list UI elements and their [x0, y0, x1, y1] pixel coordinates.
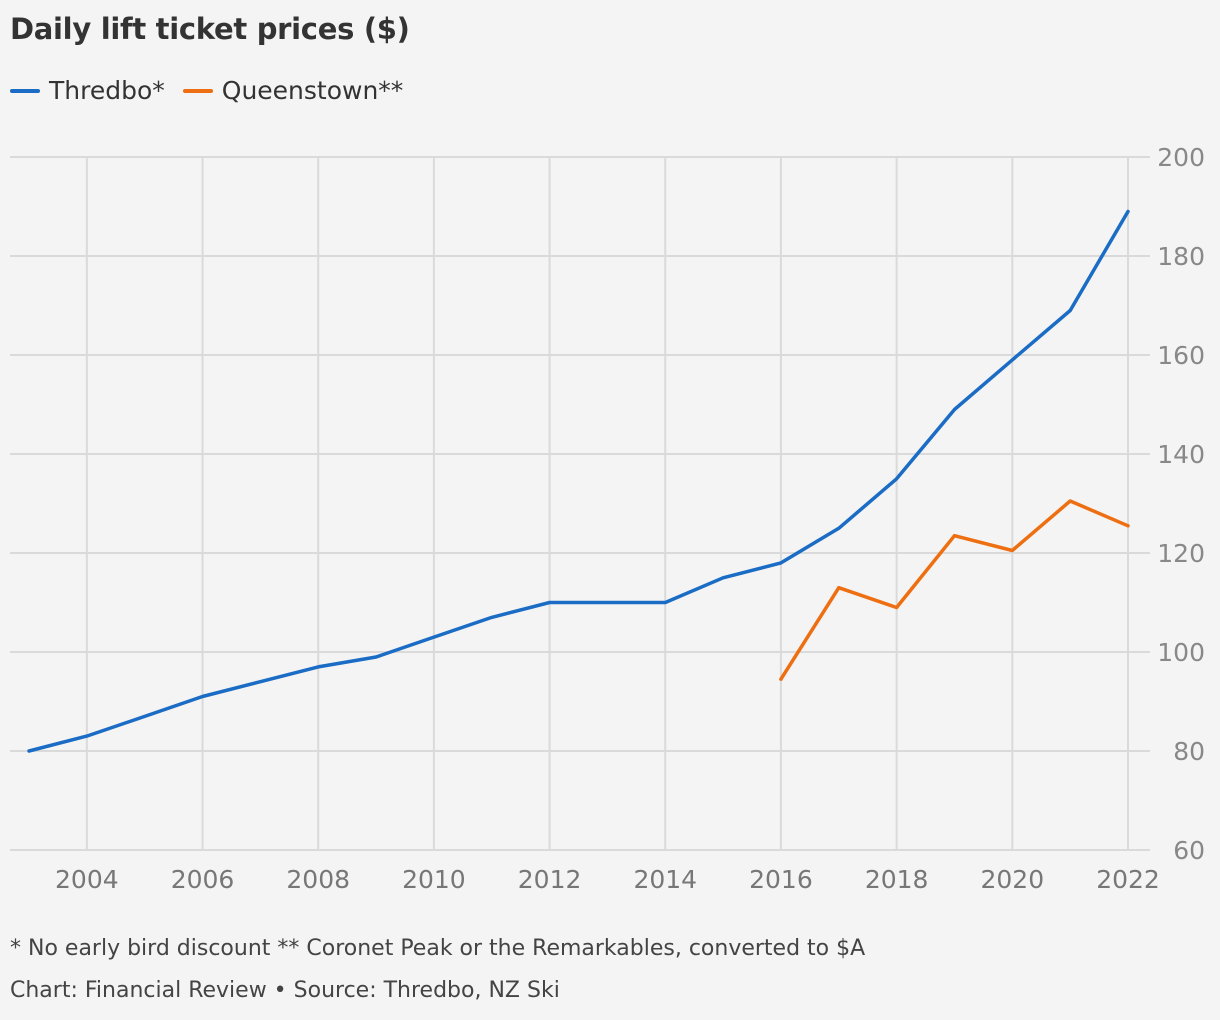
x-tick-label: 2006	[171, 865, 235, 894]
data-point	[779, 677, 783, 681]
y-tick-label: 160	[1157, 341, 1205, 370]
series-lines	[27, 209, 1130, 753]
chart-title: Daily lift ticket prices ($)	[10, 12, 410, 46]
y-tick-label: 120	[1157, 539, 1205, 568]
y-tick-label: 80	[1173, 737, 1205, 766]
y-tick-label: 60	[1173, 836, 1205, 865]
legend: Thredbo* Queenstown**	[10, 76, 421, 105]
data-point	[952, 534, 956, 538]
x-tick-label: 2004	[55, 865, 119, 894]
data-point	[605, 601, 609, 604]
source-credit: Chart: Financial Review • Source: Thredb…	[10, 978, 560, 1003]
data-point	[895, 477, 899, 481]
gridlines	[10, 156, 1150, 851]
data-point	[316, 665, 320, 669]
data-point	[548, 601, 552, 604]
data-point	[952, 407, 956, 411]
legend-swatch-thredbo	[10, 88, 40, 93]
data-point	[1068, 308, 1072, 312]
y-tick-label: 200	[1157, 143, 1205, 172]
legend-item-thredbo: Thredbo*	[10, 76, 165, 105]
series-line-thredbo	[27, 209, 1130, 753]
data-point	[201, 695, 205, 699]
y-tick-label: 180	[1157, 242, 1205, 271]
legend-item-queenstown: Queenstown**	[182, 76, 404, 105]
data-point	[837, 586, 841, 590]
legend-swatch-queenstown	[182, 88, 213, 93]
x-tick-label: 2008	[286, 865, 350, 894]
data-point	[721, 576, 725, 580]
data-point	[837, 526, 841, 530]
data-point	[258, 680, 262, 684]
footnote: * No early bird discount ** Coronet Peak…	[10, 936, 866, 961]
x-tick-label: 2022	[1096, 865, 1160, 894]
data-point	[85, 734, 89, 738]
data-point	[432, 635, 436, 639]
legend-label-queenstown: Queenstown**	[221, 76, 404, 105]
data-point	[374, 655, 378, 659]
data-point	[27, 749, 31, 753]
x-tick-label: 2018	[865, 865, 929, 894]
data-point	[143, 714, 147, 718]
x-tick-label: 2020	[981, 865, 1045, 894]
data-point	[1068, 499, 1072, 503]
y-tick-label: 100	[1157, 638, 1205, 667]
x-tick-label: 2012	[518, 865, 582, 894]
x-tick-label: 2010	[402, 865, 466, 894]
x-tick-label: 2014	[633, 865, 697, 894]
data-point	[779, 561, 783, 565]
axes: 60 80 100 120 140 160 180 200 2004 2006 2008 2010 20…	[55, 143, 1205, 894]
data-point	[1126, 524, 1130, 528]
x-tick-label: 2016	[749, 865, 813, 894]
data-point	[1126, 209, 1130, 213]
data-point	[490, 615, 494, 619]
legend-label-thredbo: Thredbo*	[49, 76, 165, 105]
data-point	[895, 605, 899, 609]
data-point	[663, 601, 667, 604]
data-point	[1010, 358, 1014, 362]
y-tick-label: 140	[1157, 440, 1205, 469]
data-point	[1010, 549, 1014, 553]
